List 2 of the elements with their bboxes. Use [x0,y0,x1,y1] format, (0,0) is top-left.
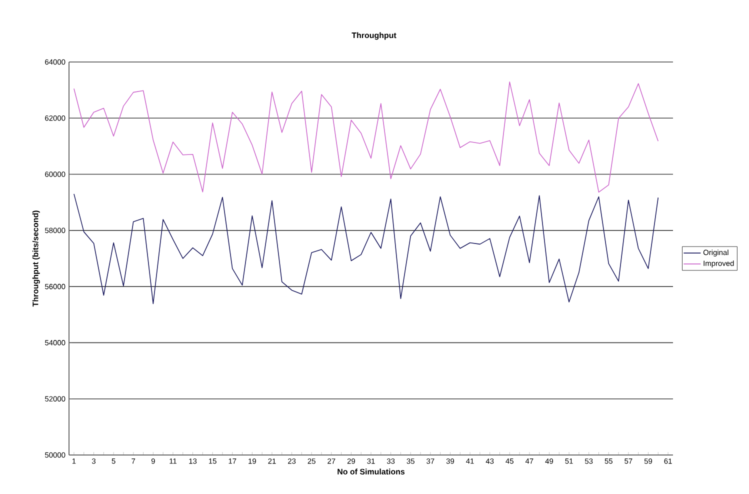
line-series [74,194,659,304]
line-series [74,82,659,193]
